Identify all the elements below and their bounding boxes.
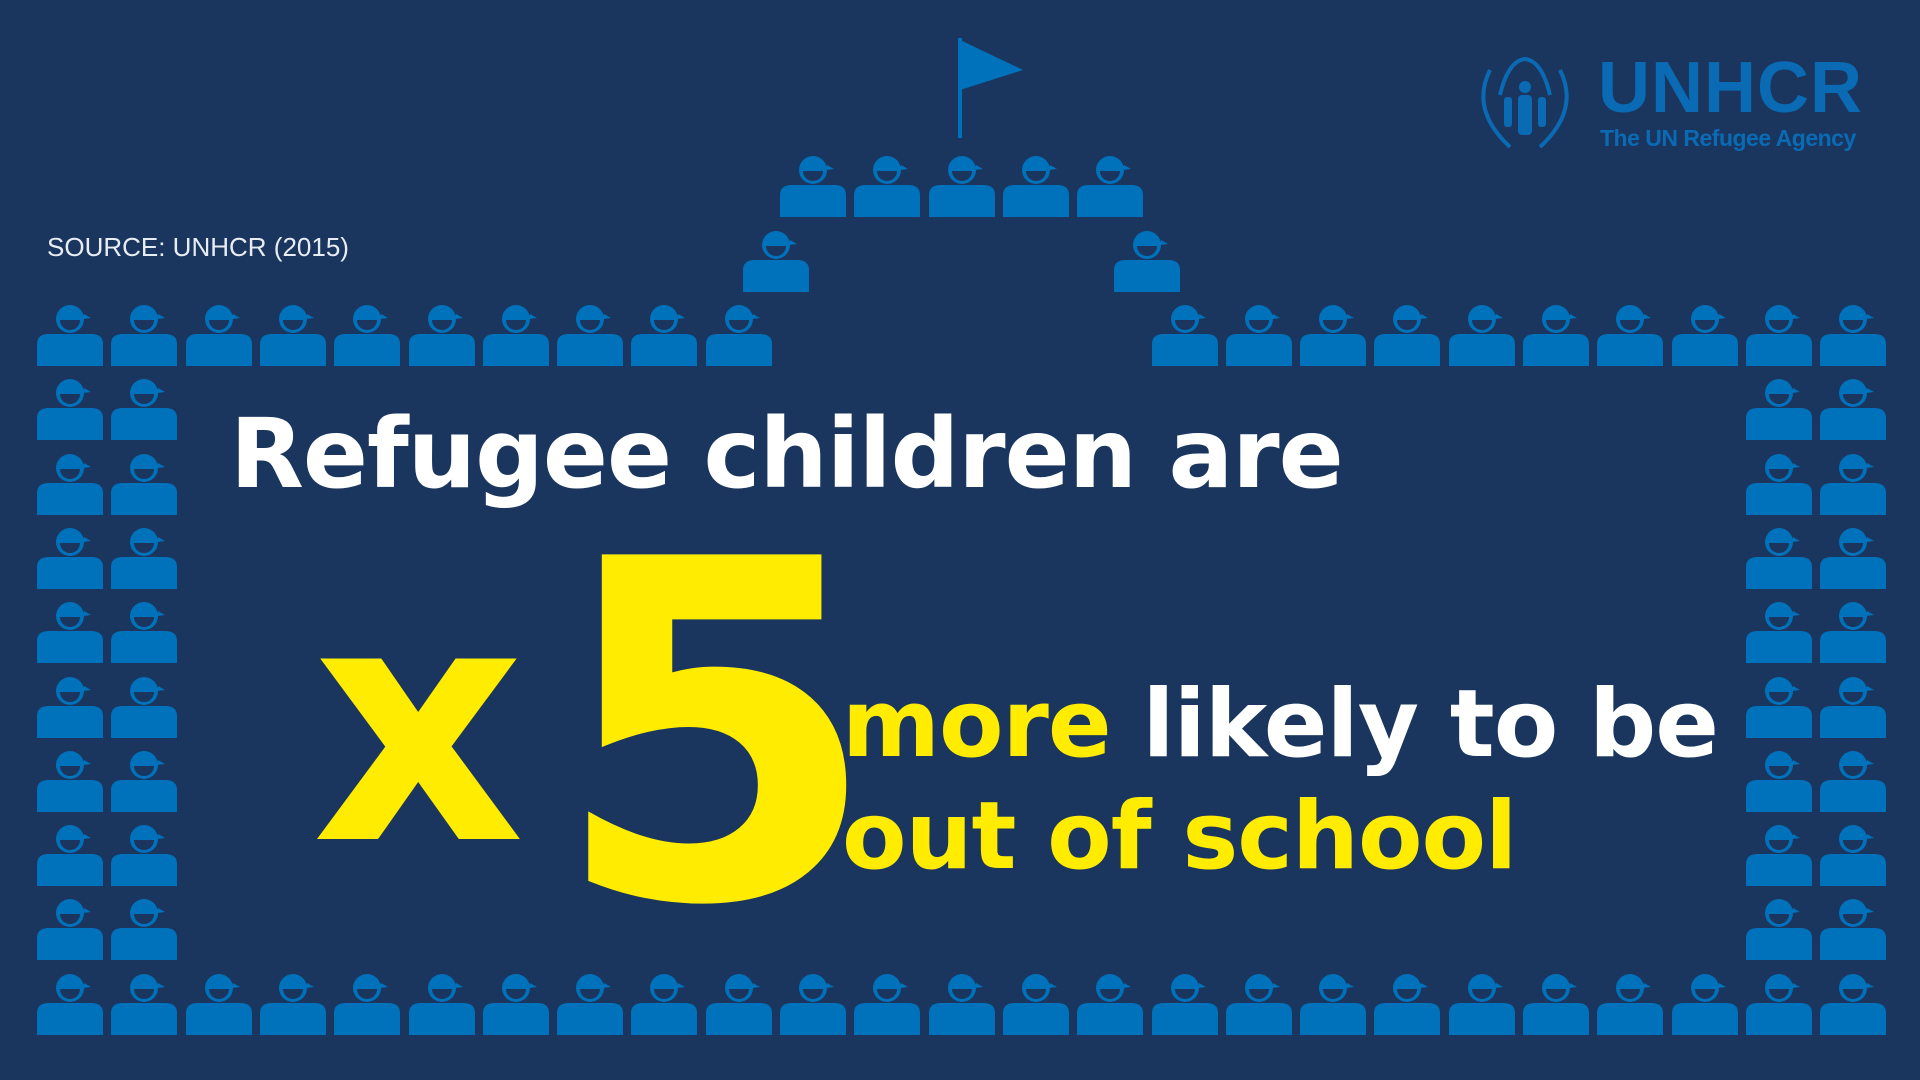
child-person-icon [1820, 898, 1887, 961]
child-person-icon [1002, 973, 1069, 1035]
child-person-icon [259, 304, 326, 366]
logo-tagline: The UN Refugee Agency [1600, 125, 1856, 151]
child-person-icon [1374, 973, 1441, 1035]
child-person-icon [111, 601, 178, 664]
child-person-icon [742, 230, 809, 292]
child-person-icon [631, 973, 698, 1035]
child-person-icon [1374, 304, 1441, 366]
child-person-icon [1745, 676, 1812, 738]
child-person-icon [1745, 824, 1812, 887]
child-person-icon [1745, 453, 1812, 515]
child-person-icon [37, 973, 103, 1035]
child-person-icon [111, 676, 178, 738]
child-person-icon [259, 973, 326, 1035]
headline-line-2: more likely to be [842, 670, 1719, 779]
flag-icon [958, 38, 1023, 138]
child-person-icon [780, 973, 846, 1035]
child-person-icon [37, 601, 103, 664]
child-person-icon [111, 527, 178, 589]
child-person-icon [1002, 155, 1069, 218]
child-person-icon [1597, 304, 1664, 366]
child-person-icon [1077, 155, 1144, 218]
likely-text: likely to be [1110, 670, 1719, 779]
child-person-icon [111, 453, 178, 515]
child-person-icon [1523, 304, 1589, 366]
logo-name: UNHCR [1598, 48, 1863, 128]
multiplier-value: 5 [552, 461, 880, 1008]
child-person-icon [854, 155, 921, 218]
child-person-icon [1820, 750, 1887, 812]
child-person-icon [1300, 304, 1367, 366]
child-person-icon [1523, 973, 1589, 1035]
child-person-icon [1745, 898, 1812, 961]
child-person-icon [482, 304, 549, 366]
child-person-icon [557, 304, 624, 366]
child-person-icon [111, 378, 178, 441]
child-person-icon [185, 304, 252, 366]
child-person-icon [111, 750, 178, 812]
child-person-icon [408, 304, 475, 366]
child-person-icon [1820, 824, 1887, 887]
child-person-icon [1671, 304, 1738, 366]
child-person-icon [111, 898, 178, 961]
child-person-icon [1820, 453, 1887, 515]
child-person-icon [334, 973, 401, 1035]
child-person-icon [1671, 973, 1738, 1035]
highlight-more: more [842, 670, 1112, 779]
child-person-icon [1077, 973, 1144, 1035]
child-person-icon [37, 750, 103, 812]
child-person-icon [1745, 527, 1812, 589]
headline-line-1: Refugee children are [230, 398, 1344, 510]
child-person-icon [780, 155, 846, 218]
child-person-icon [1448, 304, 1515, 366]
child-person-icon [1114, 230, 1181, 292]
child-person-icon [1745, 304, 1812, 366]
unhcr-logo: UNHCR The UN Refugee Agency [1470, 48, 1870, 155]
child-person-icon [557, 973, 624, 1035]
child-person-icon [37, 824, 103, 887]
unhcr-emblem-icon [1481, 56, 1569, 149]
child-person-icon [37, 898, 103, 961]
child-person-icon [1820, 304, 1887, 366]
child-person-icon [1225, 973, 1292, 1035]
child-person-icon [705, 304, 772, 366]
source-citation: SOURCE: UNHCR (2015) [47, 232, 349, 262]
child-person-icon [1745, 378, 1812, 441]
child-person-icon [37, 527, 103, 589]
child-person-icon [1820, 676, 1887, 738]
child-person-icon [1745, 973, 1812, 1035]
child-person-icon [111, 824, 178, 887]
child-person-icon [37, 453, 103, 515]
child-person-icon [37, 676, 103, 738]
child-person-icon [1151, 304, 1218, 366]
child-person-icon [37, 304, 103, 366]
child-person-icon [1300, 973, 1367, 1035]
multiplier-prefix: x [312, 533, 525, 917]
child-person-icon [111, 304, 178, 366]
child-person-icon [111, 973, 178, 1035]
child-person-icon [705, 973, 772, 1035]
child-person-icon [1820, 378, 1887, 441]
child-person-icon [1820, 527, 1887, 589]
child-person-icon [1745, 601, 1812, 664]
child-person-icon [334, 304, 401, 366]
child-person-icon [408, 973, 475, 1035]
child-person-icon [482, 973, 549, 1035]
child-person-icon [1151, 973, 1218, 1035]
child-person-icon [185, 973, 252, 1035]
child-person-icon [928, 155, 995, 218]
child-person-icon [631, 304, 698, 366]
child-person-icon [1448, 973, 1515, 1035]
child-person-icon [37, 378, 103, 441]
headline-line-3: out of school [842, 782, 1517, 891]
child-person-icon [928, 973, 995, 1035]
child-person-icon [1745, 750, 1812, 812]
child-person-icon [1225, 304, 1292, 366]
child-person-icon [1820, 973, 1887, 1035]
child-person-icon [854, 973, 921, 1035]
child-person-icon [1597, 973, 1664, 1035]
child-person-icon [1820, 601, 1887, 664]
